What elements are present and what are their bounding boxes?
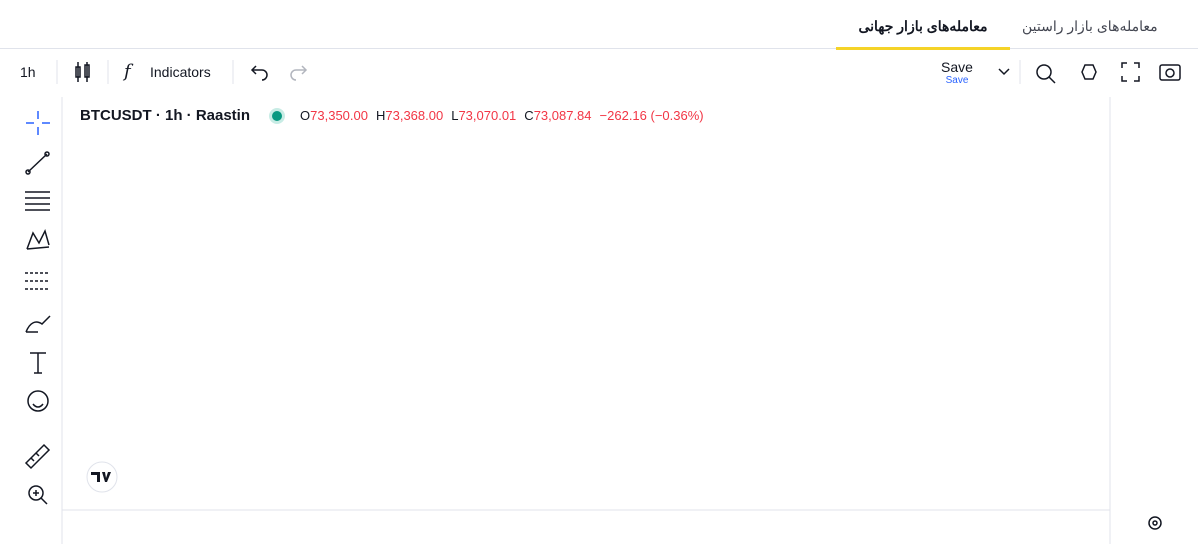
trendline-tool[interactable]: [25, 151, 50, 175]
object-tree-icon[interactable]: [1081, 64, 1097, 80]
interval-button[interactable]: 1h: [20, 64, 36, 80]
settings-icon[interactable]: [1148, 516, 1162, 530]
legend-key: H: [375, 108, 386, 123]
legend-key: C: [524, 108, 534, 123]
indicators-button[interactable]: Indicators: [150, 64, 211, 80]
fullscreen-icon[interactable]: [1121, 62, 1140, 82]
legend-value: 73,087.84: [533, 108, 592, 123]
brush-tool[interactable]: [25, 315, 51, 333]
screenshot-icon[interactable]: [1159, 64, 1181, 81]
redo-icon[interactable]: [290, 65, 308, 81]
save-button[interactable]: Save: [941, 59, 973, 75]
crosshair-tool[interactable]: [26, 111, 50, 135]
legend-change: −262.16 (−0.36%): [599, 108, 704, 123]
zoom-tool[interactable]: [28, 485, 48, 505]
tab-bar: [0, 0, 1198, 49]
drawing-tools: [24, 111, 51, 505]
emoji-tool[interactable]: [27, 390, 49, 412]
pattern-tool[interactable]: [26, 228, 50, 250]
alert-icon[interactable]: [1036, 64, 1056, 84]
save-menu[interactable]: [998, 68, 1010, 76]
legend-symbol: BTCUSDT · 1h · Raastin: [80, 107, 251, 124]
legend: BTCUSDT · 1h · Raastin O 73,350.00 H 73,36…: [80, 107, 704, 124]
save-subtitle: Save: [945, 75, 969, 86]
fx-icon[interactable]: f: [122, 61, 134, 82]
measure-tool[interactable]: [24, 443, 51, 470]
legend-value: 73,368.00: [385, 108, 444, 123]
legend-value: 73,350.00: [310, 108, 368, 123]
tab[interactable]: معامله‌های بازار راستین: [1022, 18, 1158, 34]
toolbar-icons: f: [56, 60, 1181, 84]
text-tool[interactable]: [30, 352, 46, 374]
legend-key: O: [300, 108, 311, 123]
tv-logo: [86, 461, 118, 493]
market-status: [272, 110, 283, 121]
legend-key: L: [451, 108, 459, 123]
undo-icon[interactable]: [250, 65, 268, 81]
prediction-tool[interactable]: [25, 272, 50, 290]
chart-type-icon[interactable]: [75, 62, 90, 82]
tab-active[interactable]: معامله‌های بازار جهانی: [836, 18, 1010, 50]
fib-tool[interactable]: [25, 191, 50, 211]
legend-value: 73,070.01: [458, 108, 517, 123]
